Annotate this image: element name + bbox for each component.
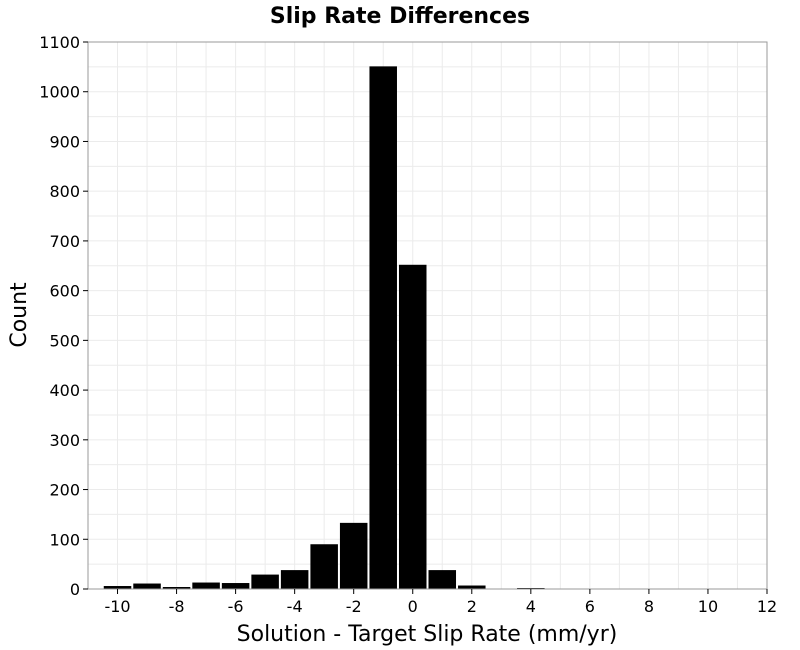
histogram-bar (339, 522, 368, 589)
x-tick-label: -8 (169, 597, 185, 616)
x-axis-label: Solution - Target Slip Rate (mm/yr) (237, 622, 618, 647)
y-tick-label: 200 (49, 481, 80, 500)
histogram-bar (310, 544, 338, 589)
x-tick-label: 12 (757, 597, 777, 616)
y-tick-label: 500 (49, 331, 80, 350)
histogram-bar (280, 570, 309, 589)
chart-title: Slip Rate Differences (270, 4, 530, 29)
y-tick-label: 400 (49, 381, 80, 400)
histogram-bar (398, 264, 427, 589)
x-tick-label: 6 (585, 597, 595, 616)
x-tick-label: 4 (526, 597, 536, 616)
histogram-bar (428, 570, 457, 589)
x-tick-label: 10 (698, 597, 718, 616)
histogram-bar (162, 587, 191, 589)
x-tick-label: 8 (644, 597, 654, 616)
y-tick-label: 1100 (39, 33, 80, 52)
y-tick-label: 900 (49, 132, 80, 151)
x-tick-label: -2 (346, 597, 362, 616)
x-tick-label: 0 (408, 597, 418, 616)
x-tick-label: -4 (287, 597, 303, 616)
y-tick-label: 300 (49, 431, 80, 450)
y-axis-label: Count (7, 282, 32, 348)
y-axis-ticks: 0 100 200 300 400 500 600 700 800 900 1000 1100 (39, 33, 88, 599)
histogram-bar (458, 585, 486, 589)
histogram-bar (221, 583, 250, 589)
histogram-bar (103, 586, 132, 589)
y-tick-label: 1000 (39, 83, 80, 102)
grid-lines (87, 41, 768, 590)
x-tick-label: -10 (104, 597, 130, 616)
y-tick-label: 100 (49, 530, 80, 549)
x-axis-ticks: -10 -8 -6 -4 -2 0 2 4 6 8 10 12 (104, 589, 777, 616)
x-tick-label: -6 (228, 597, 244, 616)
y-tick-label: 0 (70, 580, 80, 599)
x-tick-label: 2 (467, 597, 477, 616)
y-tick-label: 600 (49, 282, 80, 301)
y-tick-label: 700 (49, 232, 80, 251)
histogram-bar (369, 66, 397, 590)
histogram-bar (133, 583, 161, 589)
y-tick-label: 800 (49, 182, 80, 201)
histogram-bar (192, 582, 220, 589)
plot-frame (87, 41, 768, 590)
histogram-bar (251, 574, 279, 589)
bars (103, 66, 545, 590)
